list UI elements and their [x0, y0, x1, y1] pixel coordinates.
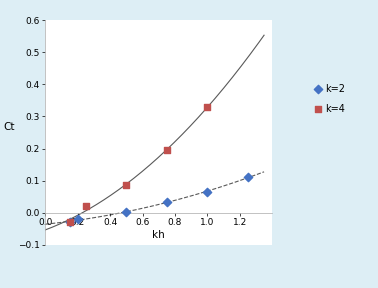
k=2 [164, 200, 170, 204]
k=2 [75, 217, 81, 221]
X-axis label: kh: kh [152, 230, 165, 240]
Legend: k=2, k=4: k=2, k=4 [314, 82, 347, 115]
k=2 [204, 190, 211, 194]
Y-axis label: Ct: Ct [4, 122, 15, 132]
k=4 [204, 105, 211, 109]
k=4 [83, 204, 89, 209]
k=4 [123, 183, 129, 188]
k=2 [67, 220, 73, 225]
k=4 [67, 220, 73, 225]
k=4 [164, 148, 170, 152]
k=2 [123, 209, 129, 214]
k=2 [245, 175, 251, 180]
